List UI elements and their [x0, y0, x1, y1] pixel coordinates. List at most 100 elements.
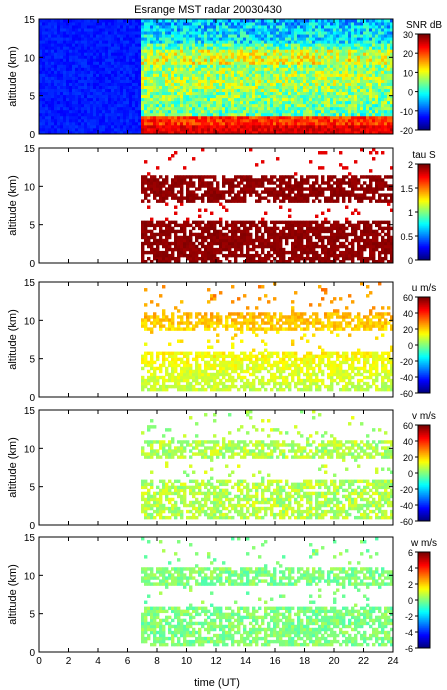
- heatmap-cell: [42, 91, 46, 96]
- heatmap-cell: [255, 118, 259, 123]
- heatmap-cell: [195, 235, 199, 240]
- heatmap-cell: [204, 247, 208, 252]
- heatmap-cell: [321, 61, 325, 65]
- heatmap-cell: [198, 124, 202, 129]
- heatmap-cell: [156, 67, 160, 71]
- heatmap-cell: [171, 226, 175, 231]
- heatmap-cell: [240, 64, 244, 68]
- heatmap-cell: [333, 22, 337, 26]
- heatmap-cell: [135, 61, 139, 65]
- heatmap-cell: [180, 247, 184, 252]
- heatmap-cell: [231, 109, 235, 114]
- heatmap-cell: [222, 46, 226, 50]
- heatmap-cell: [288, 112, 292, 117]
- heatmap-cell: [240, 106, 244, 111]
- heatmap-cell: [105, 88, 109, 93]
- heatmap-cell: [165, 190, 169, 194]
- heatmap-cell: [189, 79, 193, 83]
- heatmap-cell: [60, 40, 64, 44]
- heatmap-cell: [225, 37, 229, 41]
- heatmap-cell: [105, 85, 109, 90]
- heatmap-cell: [39, 43, 43, 47]
- heatmap-cell: [234, 91, 238, 96]
- heatmap-cell: [225, 106, 229, 111]
- heatmap-cell: [177, 250, 181, 255]
- heatmap-cell: [114, 109, 118, 114]
- heatmap-cell: [162, 181, 166, 185]
- heatmap-cell: [234, 40, 238, 44]
- heatmap-cell: [144, 106, 148, 111]
- heatmap-cell: [144, 55, 148, 59]
- heatmap-cell: [144, 124, 148, 129]
- heatmap-cell: [78, 61, 82, 65]
- heatmap-cell: [168, 46, 172, 50]
- heatmap-cell: [93, 76, 97, 80]
- heatmap-cell: [132, 64, 136, 68]
- heatmap-cell: [303, 109, 307, 114]
- heatmap-cell: [333, 34, 337, 38]
- heatmap-cell: [72, 82, 76, 86]
- heatmap-cell: [291, 115, 295, 120]
- heatmap-cell: [192, 184, 196, 188]
- heatmap-cell: [360, 124, 364, 129]
- colorbar-tick-label: 30: [403, 30, 413, 40]
- heatmap-cell: [375, 124, 379, 129]
- heatmap-cell: [387, 49, 391, 53]
- heatmap-cell: [180, 106, 184, 111]
- heatmap-cell: [294, 94, 298, 99]
- heatmap-cell: [240, 118, 244, 123]
- heatmap-cell: [264, 124, 268, 129]
- heatmap-cell: [252, 67, 256, 71]
- heatmap-cell: [120, 55, 124, 59]
- heatmap-cell: [198, 178, 202, 182]
- heatmap-cell: [105, 61, 109, 65]
- heatmap-cell: [366, 94, 370, 99]
- heatmap-cell: [183, 178, 187, 182]
- heatmap-cell: [207, 70, 211, 74]
- heatmap-cell: [324, 61, 328, 65]
- heatmap-cell: [279, 97, 283, 102]
- heatmap-cell: [156, 79, 160, 83]
- heatmap-cell: [354, 127, 358, 132]
- heatmap-cell: [258, 49, 262, 53]
- heatmap-cell: [312, 82, 316, 86]
- heatmap-cell: [357, 40, 361, 44]
- heatmap-cell: [183, 250, 187, 255]
- heatmap-cell: [255, 34, 259, 38]
- heatmap-cell: [84, 76, 88, 80]
- heatmap-cell: [294, 112, 298, 117]
- heatmap-cell: [135, 127, 139, 132]
- heatmap-cell: [39, 109, 43, 114]
- heatmap-cell: [183, 127, 187, 132]
- heatmap-cell: [171, 31, 175, 35]
- heatmap-cell: [156, 178, 160, 182]
- heatmap-cell: [219, 127, 223, 132]
- heatmap-cell: [258, 124, 262, 129]
- heatmap-cell: [351, 127, 355, 132]
- heatmap-cell: [144, 64, 148, 68]
- heatmap-cell: [249, 31, 253, 35]
- heatmap-cell: [237, 88, 241, 93]
- heatmap-cell: [171, 115, 175, 120]
- heatmap-cell: [57, 76, 61, 80]
- heatmap-cell: [285, 34, 289, 38]
- heatmap-cell: [159, 190, 163, 194]
- heatmap-cell: [165, 247, 169, 252]
- heatmap-cell: [201, 67, 205, 71]
- heatmap-cell: [81, 85, 85, 90]
- heatmap-cell: [195, 28, 199, 32]
- heatmap-cell: [285, 115, 289, 120]
- heatmap-cell: [132, 58, 136, 62]
- heatmap-cell: [366, 109, 370, 114]
- heatmap-cell: [159, 199, 163, 203]
- heatmap-cell: [240, 112, 244, 117]
- heatmap-cell: [162, 25, 166, 29]
- heatmap-cell: [270, 106, 274, 111]
- heatmap-cell: [159, 232, 163, 237]
- heatmap-cell: [69, 34, 73, 38]
- heatmap-cell: [165, 61, 169, 65]
- heatmap-cell: [363, 46, 367, 50]
- heatmap-cell: [270, 94, 274, 99]
- heatmap-cell: [285, 112, 289, 117]
- heatmap-cell: [72, 121, 76, 126]
